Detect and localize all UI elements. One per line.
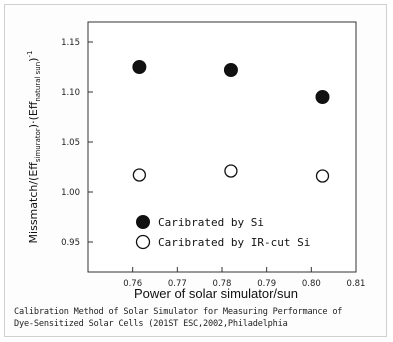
filled-data-point xyxy=(132,60,147,74)
legend-label: Caribrated by Si xyxy=(158,216,264,229)
x-tick-label: 0.80 xyxy=(302,279,321,289)
plot-area xyxy=(87,21,357,273)
y-tick-label: 1.10 xyxy=(61,88,80,98)
open-data-point xyxy=(132,168,147,182)
x-tick-label: 0.77 xyxy=(168,279,187,289)
open-data-point xyxy=(224,164,238,178)
legend-label: Caribrated by IR-cut Si xyxy=(158,236,310,249)
x-axis-label: Power of solar simulator/sun xyxy=(134,286,298,301)
y-axis-ticks: 0.95 1.00 1.05 1.10 1.15 xyxy=(61,38,93,248)
figure-caption: Calibration Method of Solar Simulator fo… xyxy=(14,306,386,330)
x-tick-label: 0.76 xyxy=(123,279,142,289)
x-tick-label: 0.81 xyxy=(347,279,366,289)
filled-data-point xyxy=(315,90,330,104)
y-axis-label: Missmatch/(Effsimurator)·(Effnatural sun… xyxy=(26,51,42,244)
y-tick-label: 1.00 xyxy=(61,188,80,198)
legend-marker xyxy=(135,234,151,250)
x-tick-label: 0.78 xyxy=(213,279,232,289)
data-points xyxy=(132,60,330,183)
y-tick-label: 0.95 xyxy=(61,238,80,248)
caption-line-1: Calibration Method of Solar Simulator fo… xyxy=(14,307,343,317)
filled-data-point xyxy=(223,63,238,77)
legend-marker xyxy=(136,215,150,229)
y-tick-label: 1.05 xyxy=(61,138,80,148)
x-axis-ticks: 0.76 0.77 0.78 0.79 0.80 0.81 xyxy=(123,267,365,289)
x-tick-label: 0.79 xyxy=(257,279,276,289)
y-tick-label: 1.15 xyxy=(61,38,80,48)
legend: Caribrated by Si Caribrated by IR-cut Si xyxy=(135,215,310,250)
caption-line-2: Dye-Sensitized Solar Cells (201ST ESC,20… xyxy=(14,319,288,329)
open-data-point xyxy=(315,169,330,183)
